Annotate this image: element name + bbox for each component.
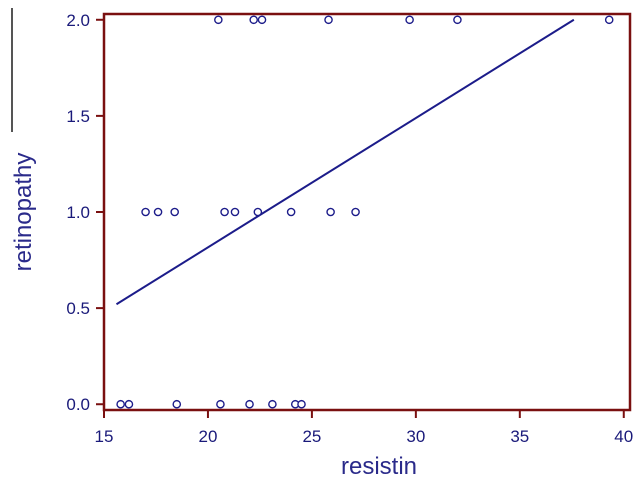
y-axis-title: retinopathy [10,153,37,272]
y-tick-label: 2.0 [66,11,90,30]
data-point [216,399,225,409]
data-point [141,207,150,217]
data-point [245,399,254,409]
data-point [604,15,614,25]
x-tick-label: 20 [198,427,217,446]
data-point [172,399,182,409]
data-point [116,399,125,409]
y-tick-label: 1.0 [66,203,90,222]
data-point [286,207,296,217]
data-points [116,15,614,409]
x-tick-label: 35 [510,427,529,446]
data-point [220,207,229,217]
data-point [324,15,333,25]
x-tick-label: 25 [302,427,321,446]
data-point [253,207,263,217]
data-point [405,15,414,25]
data-point [124,399,134,409]
y-tick-label: 0.0 [66,395,90,414]
x-tick-label: 15 [95,427,114,446]
plot-frame [102,12,632,412]
regression-line-layer [115,18,575,306]
x-tick-label: 30 [406,427,425,446]
data-point [257,15,267,25]
data-point [170,207,179,217]
y-tick-label: 0.5 [66,299,90,318]
y-tick-label: 1.5 [66,107,90,126]
data-point [249,15,258,25]
data-point [351,207,360,217]
tick-labels: 15 20 25 30 35 40 0.0 0.5 1.0 1.5 2.0 [66,11,633,446]
data-point [297,399,306,409]
tick-marks [96,18,625,418]
x-tick-label: 40 [614,427,633,446]
x-axis-title: resistin [341,453,417,480]
data-point [214,15,223,25]
regression-line [115,18,575,306]
data-point [153,207,163,217]
data-point [230,207,240,217]
data-point [326,207,335,217]
data-point [453,15,462,25]
data-point [268,399,277,409]
